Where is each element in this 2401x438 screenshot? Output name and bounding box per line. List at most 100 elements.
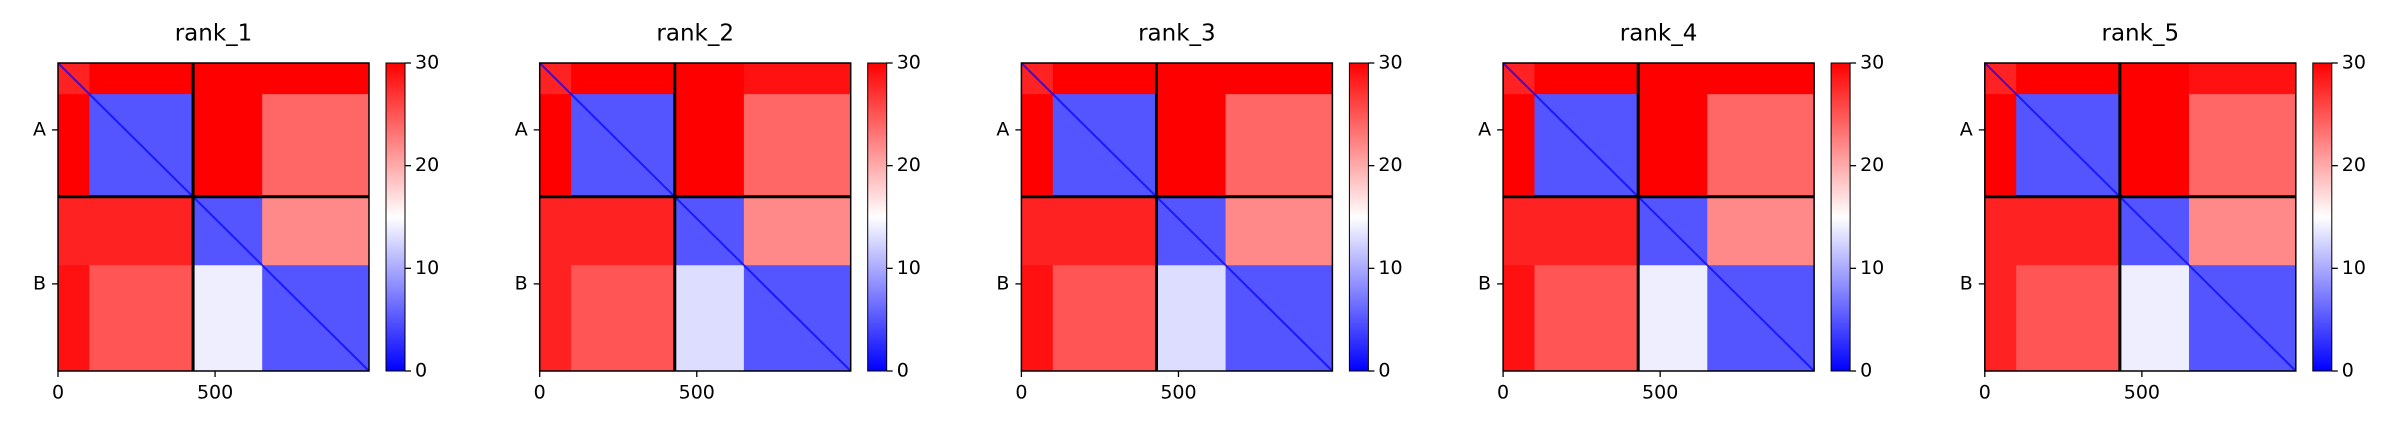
heatmap-cell xyxy=(1638,63,1708,95)
y-tick-label: B xyxy=(515,272,528,294)
heatmap-cell xyxy=(1156,94,1227,198)
colorbar xyxy=(2312,62,2333,372)
colorbar-tick-label: 0 xyxy=(415,360,427,382)
chart-title: rank_3 xyxy=(1138,21,1216,47)
y-tick-label: A xyxy=(1478,118,1491,140)
x-tick-label: 0 xyxy=(1497,382,1509,404)
heatmap-cell xyxy=(1156,63,1227,95)
chart-title: rank_2 xyxy=(656,21,734,47)
colorbar-tick-label: 20 xyxy=(415,154,439,176)
heatmap-cell xyxy=(674,94,745,198)
y-tick-label: B xyxy=(996,272,1009,294)
diagonal xyxy=(57,62,370,372)
x-tick-label: 0 xyxy=(534,382,546,404)
heatmap-cell xyxy=(262,94,370,198)
heatmap-cell xyxy=(674,63,745,95)
heatmap-cell xyxy=(1638,265,1708,372)
y-tick-label: B xyxy=(1478,272,1491,294)
heatmap-cell xyxy=(571,63,676,95)
x-tick-label: 0 xyxy=(52,382,64,404)
heatmap-cell xyxy=(1534,196,1639,266)
heatmap-cell xyxy=(89,265,194,372)
heatmap-cell xyxy=(1225,63,1333,95)
colorbar xyxy=(1348,62,1369,372)
diagonal xyxy=(1502,62,1815,372)
heatmap-cell xyxy=(193,265,263,372)
heatmap-cell xyxy=(1984,265,2017,372)
colorbar xyxy=(385,62,406,372)
x-tick-label: 500 xyxy=(1642,382,1678,404)
y-tick-label: A xyxy=(1960,118,1973,140)
colorbar-tick-label: 10 xyxy=(897,257,921,279)
heatmap-cell xyxy=(1021,94,1054,198)
colorbar-tick-label: 10 xyxy=(1378,257,1402,279)
x-tick-label: 500 xyxy=(197,382,233,404)
colorbar-tick-label: 20 xyxy=(897,154,921,176)
colorbar-tick-label: 30 xyxy=(897,52,921,74)
colorbar xyxy=(1830,62,1851,372)
x-tick-label: 500 xyxy=(2124,382,2160,404)
heatmap-cell xyxy=(674,265,745,372)
heatmap-cell xyxy=(2188,94,2297,198)
colorbar-tick-label: 10 xyxy=(415,257,439,279)
chart-title: rank_1 xyxy=(175,21,253,47)
x-tick-label: 500 xyxy=(1160,382,1196,404)
heatmap-cell xyxy=(2119,94,2190,198)
heatmap-cell xyxy=(193,94,263,198)
heatmap-cell xyxy=(743,196,852,266)
heatmap-cell xyxy=(1707,94,1815,198)
colorbar-tick-label: 0 xyxy=(2342,360,2354,382)
heatmap-cell xyxy=(539,196,572,266)
colorbar-tick-label: 20 xyxy=(2342,154,2366,176)
heatmap-cell xyxy=(1534,63,1639,95)
colorbar xyxy=(867,62,888,372)
heatmap-cell xyxy=(571,265,676,372)
diagonal xyxy=(1020,62,1334,372)
heatmap-cell xyxy=(1534,265,1639,372)
heatmap-cell xyxy=(58,196,90,266)
colorbar-tick-label: 20 xyxy=(1860,154,1884,176)
heatmap-cell xyxy=(1503,265,1536,372)
chart-title: rank_5 xyxy=(2102,21,2180,47)
heatmap-cell xyxy=(58,94,90,198)
heatmap-cell xyxy=(2188,196,2297,266)
colorbar-tick-label: 20 xyxy=(1378,154,1402,176)
heatmap-cell xyxy=(1984,94,2017,198)
heatmap-cell xyxy=(2188,63,2297,95)
axes-frame xyxy=(57,62,370,372)
colorbar-tick-label: 10 xyxy=(2342,257,2366,279)
x-tick-label: 500 xyxy=(679,382,715,404)
heatmap-cell xyxy=(1707,63,1815,95)
diagonal xyxy=(538,62,852,372)
heatmap-cell xyxy=(262,63,370,95)
heatmap-cell xyxy=(1984,196,2017,266)
heatmap-cell xyxy=(539,94,572,198)
heatmap-cell xyxy=(1503,196,1536,266)
heatmap-cell xyxy=(193,63,263,95)
heatmap-cell xyxy=(89,63,194,95)
heatmap-cell xyxy=(1021,196,1054,266)
y-tick-label: B xyxy=(33,272,46,294)
heatmap-cell xyxy=(1052,63,1157,95)
axes-frame xyxy=(538,62,852,372)
axes-frame xyxy=(1984,62,2297,372)
diagonal xyxy=(1984,62,2297,372)
heatmap-cell xyxy=(2016,63,2121,95)
colorbar-tick-label: 10 xyxy=(1860,257,1884,279)
colorbar-tick-label: 30 xyxy=(1378,52,1402,74)
heatmap-cell xyxy=(58,265,90,372)
colorbar-tick-label: 30 xyxy=(415,52,439,74)
heatmap-cell xyxy=(1707,196,1815,266)
heatmap-cell xyxy=(1052,265,1157,372)
heatmap-cell xyxy=(1638,94,1708,198)
chart-title: rank_4 xyxy=(1620,21,1698,47)
heatmap-cell xyxy=(1052,196,1157,266)
colorbar-tick-label: 0 xyxy=(1378,360,1390,382)
heatmap-cell xyxy=(2016,196,2121,266)
heatmap-cell xyxy=(1225,94,1333,198)
heatmap-cell xyxy=(743,63,852,95)
axes-frame xyxy=(1502,62,1815,372)
heatmap-cell xyxy=(539,265,572,372)
colorbar-tick-label: 30 xyxy=(2342,52,2366,74)
